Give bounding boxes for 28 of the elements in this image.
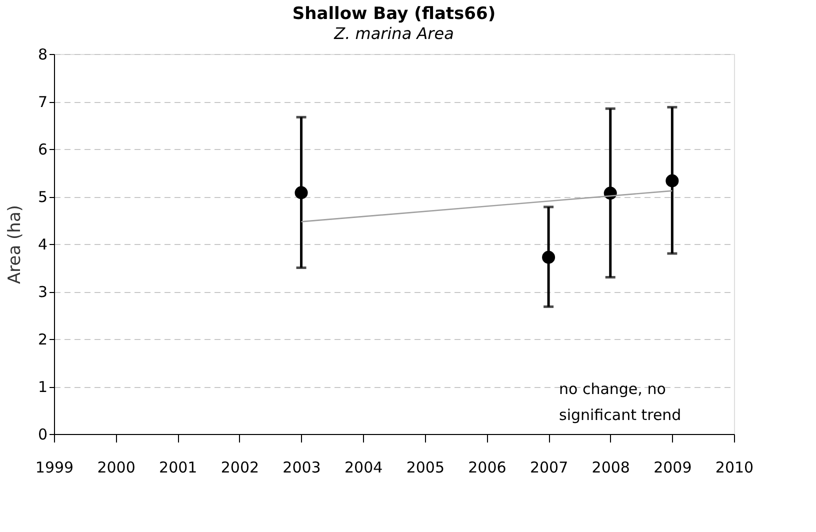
point bbox=[542, 250, 556, 264]
x-tick-label: 2002 bbox=[220, 458, 260, 476]
y-tick-label: 4 bbox=[38, 236, 48, 254]
x-tick-label: 1999 bbox=[35, 458, 74, 476]
x-tick-label: 2008 bbox=[592, 458, 630, 476]
x-tick-label: 2007 bbox=[530, 458, 568, 476]
annotation: no change, no significant trend bbox=[559, 380, 682, 424]
y-tick-label: 5 bbox=[38, 188, 48, 206]
y-tick-label: 7 bbox=[38, 93, 48, 111]
point bbox=[666, 174, 679, 188]
point bbox=[294, 186, 308, 200]
x-tick-label: 2005 bbox=[406, 458, 445, 476]
y-tick-label: 1 bbox=[38, 378, 48, 396]
x-tick-label: 2006 bbox=[468, 458, 506, 476]
x-tick-label: 2000 bbox=[97, 458, 136, 476]
chart-subtitle: Z. marina Area bbox=[333, 24, 454, 43]
x-tick-label: 2001 bbox=[159, 458, 198, 476]
y-tick-label: 8 bbox=[38, 46, 48, 64]
x-tick-label: 2003 bbox=[282, 458, 321, 476]
x-tick-label: 2009 bbox=[654, 458, 692, 476]
y-axis-title: Area (ha) bbox=[4, 205, 25, 284]
y-tick-label: 3 bbox=[38, 283, 48, 301]
x-tick-label: 2010 bbox=[715, 458, 754, 476]
chart-title: Shallow Bay (flats66) bbox=[292, 4, 496, 24]
x-tick-label: 2004 bbox=[344, 458, 383, 476]
y-tick-label: 0 bbox=[38, 426, 48, 444]
y-tick-label: 6 bbox=[38, 140, 48, 158]
y-tick-label: 2 bbox=[38, 330, 48, 348]
